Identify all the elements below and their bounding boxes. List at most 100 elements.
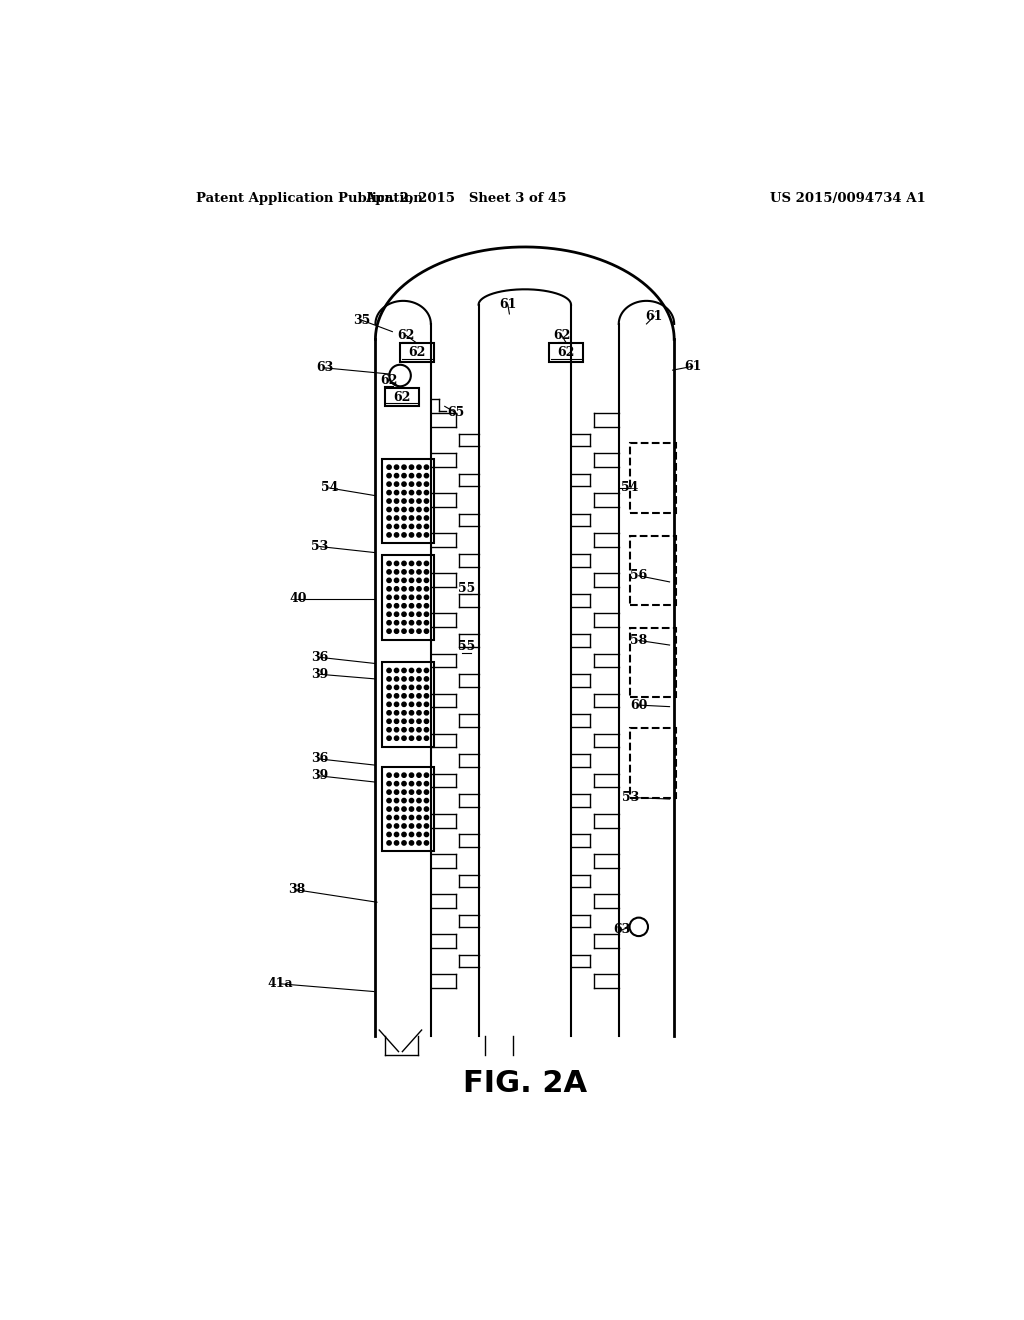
Text: Apr. 2, 2015   Sheet 3 of 45: Apr. 2, 2015 Sheet 3 of 45 [365,191,566,205]
Circle shape [410,677,414,681]
Circle shape [401,727,407,731]
Circle shape [387,799,391,803]
Circle shape [417,524,421,528]
Circle shape [410,603,414,609]
Circle shape [401,841,407,845]
Circle shape [394,685,398,689]
Circle shape [394,833,398,837]
Circle shape [401,685,407,689]
Circle shape [401,595,407,599]
Circle shape [387,561,391,565]
Circle shape [424,465,429,470]
Circle shape [417,816,421,820]
Circle shape [410,578,414,582]
Circle shape [410,816,414,820]
Circle shape [387,474,391,478]
Circle shape [401,603,407,609]
Circle shape [424,789,429,795]
Circle shape [394,789,398,795]
Circle shape [401,586,407,591]
Circle shape [394,570,398,574]
Circle shape [394,620,398,624]
Circle shape [401,824,407,828]
Circle shape [417,702,421,706]
Circle shape [424,702,429,706]
Circle shape [401,482,407,486]
Circle shape [424,719,429,723]
Circle shape [417,677,421,681]
Circle shape [401,491,407,495]
Circle shape [394,516,398,520]
Circle shape [401,694,407,698]
Circle shape [410,799,414,803]
Circle shape [401,561,407,565]
Circle shape [387,595,391,599]
Circle shape [424,507,429,512]
Circle shape [424,630,429,634]
Text: 61: 61 [684,360,701,372]
Circle shape [387,482,391,486]
Circle shape [387,533,391,537]
Circle shape [394,816,398,820]
Circle shape [394,578,398,582]
Circle shape [401,474,407,478]
Circle shape [417,737,421,741]
Circle shape [394,524,398,528]
Text: 54: 54 [621,482,638,495]
Circle shape [424,474,429,478]
Circle shape [410,824,414,828]
Circle shape [424,694,429,698]
Circle shape [401,570,407,574]
Circle shape [410,491,414,495]
Bar [382,767,434,851]
Circle shape [424,781,429,785]
Circle shape [424,491,429,495]
Circle shape [424,807,429,812]
Circle shape [417,668,421,673]
Circle shape [394,668,398,673]
Text: 58: 58 [630,634,647,647]
Circle shape [394,491,398,495]
Circle shape [410,474,414,478]
Circle shape [387,737,391,741]
Circle shape [417,774,421,777]
Text: 62: 62 [397,329,415,342]
Circle shape [410,516,414,520]
Circle shape [424,595,429,599]
Circle shape [424,816,429,820]
Text: 61: 61 [499,298,516,312]
Circle shape [387,789,391,795]
Circle shape [417,570,421,574]
Circle shape [417,507,421,512]
Circle shape [401,833,407,837]
Circle shape [410,630,414,634]
Circle shape [387,727,391,731]
Bar [631,536,677,605]
Circle shape [387,612,391,616]
Circle shape [394,499,398,503]
Circle shape [424,533,429,537]
Circle shape [410,595,414,599]
Text: 54: 54 [321,482,338,495]
Circle shape [417,465,421,470]
Text: 38: 38 [288,883,305,896]
Circle shape [410,465,414,470]
Circle shape [424,668,429,673]
Circle shape [410,533,414,537]
Circle shape [424,833,429,837]
Circle shape [387,465,391,470]
Circle shape [387,630,391,634]
Circle shape [417,799,421,803]
Circle shape [401,465,407,470]
Circle shape [410,737,414,741]
Circle shape [417,612,421,616]
Circle shape [387,781,391,785]
Circle shape [410,620,414,624]
Circle shape [410,499,414,503]
Text: 62: 62 [409,346,426,359]
Circle shape [387,516,391,520]
Text: 56: 56 [630,569,647,582]
Circle shape [401,524,407,528]
Circle shape [387,833,391,837]
Circle shape [410,694,414,698]
